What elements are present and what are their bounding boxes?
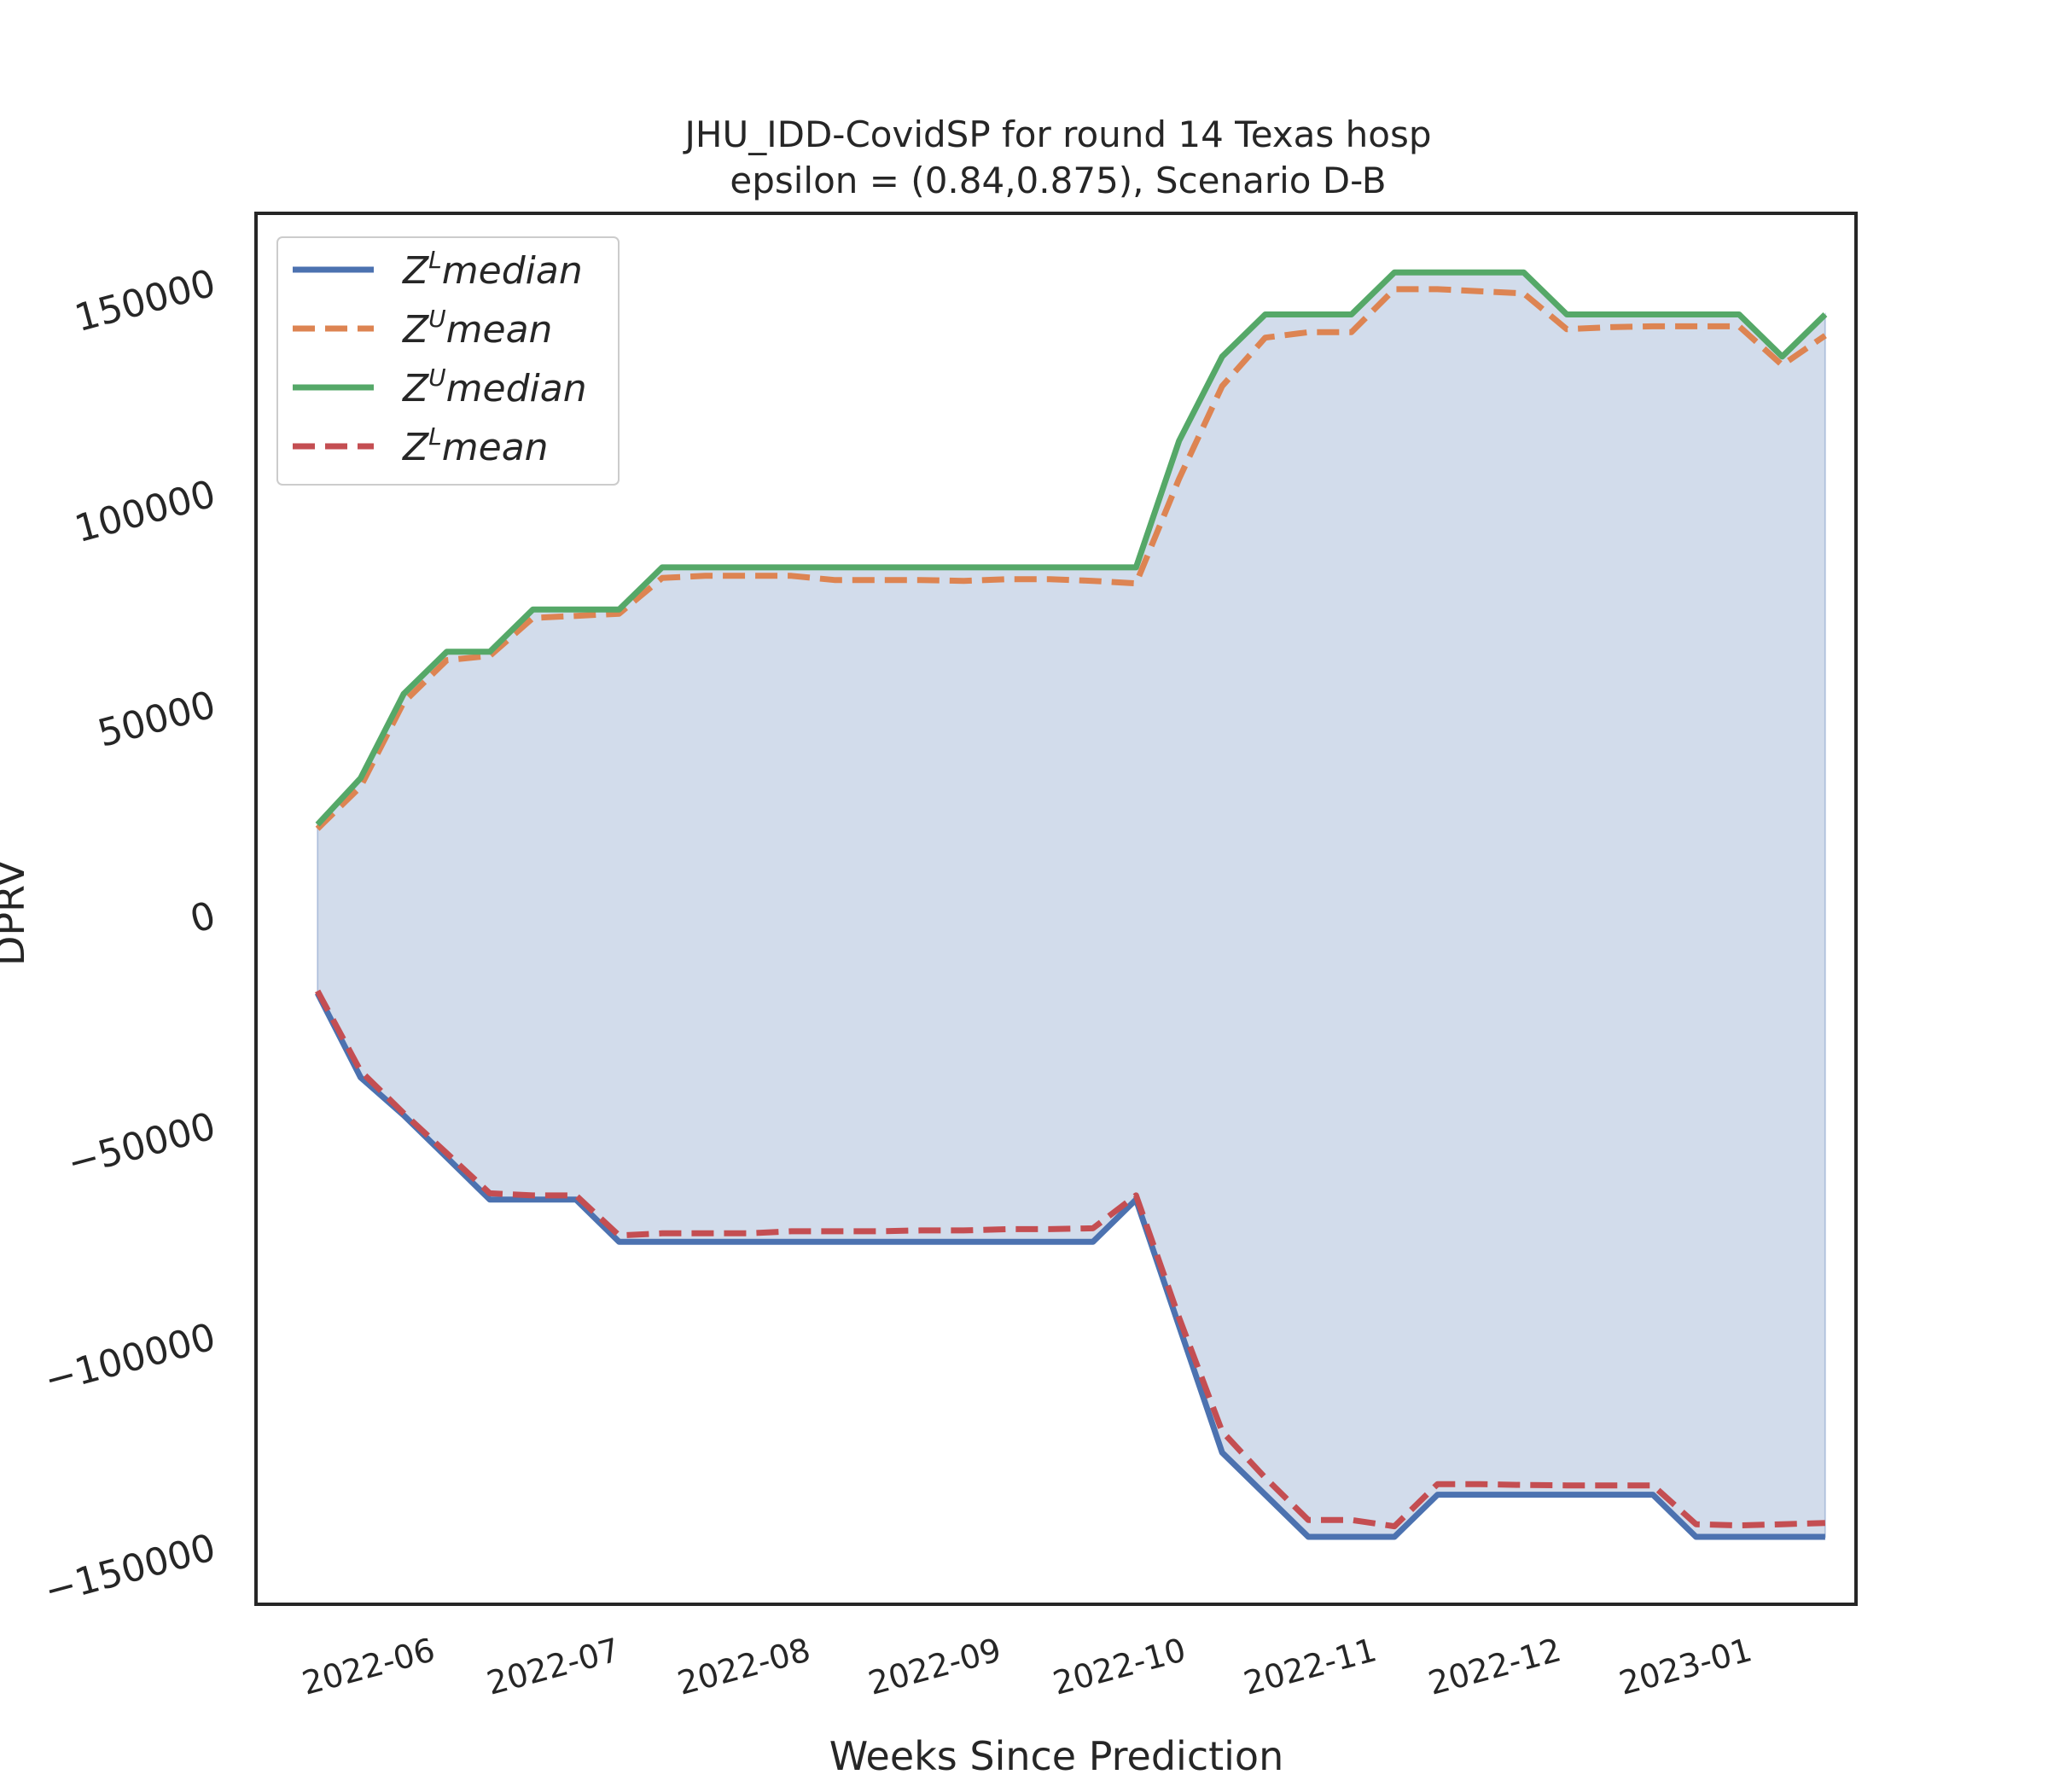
series-line-U-median bbox=[315, 269, 1828, 827]
x-tick-label: 2022-10 bbox=[1049, 1631, 1190, 1702]
legend: ZLmedian ZUmean ZUmedian ZLmean bbox=[276, 236, 620, 486]
legend-entry-label: ZLmean bbox=[402, 422, 549, 469]
y-tick-label: −150000 bbox=[40, 1526, 220, 1613]
x-tick-label: 2022-11 bbox=[1240, 1631, 1381, 1702]
axes-frame bbox=[254, 212, 1858, 1606]
y-tick-label: 50000 bbox=[93, 683, 219, 755]
y-axis-ticks: 150000 100000 50000 0 −50000 −100000 −150000 bbox=[40, 261, 220, 1613]
legend-entry-label: ZUmedian bbox=[402, 364, 587, 410]
x-tick-label: 2023-01 bbox=[1615, 1631, 1756, 1702]
x-tick-label: 2022-12 bbox=[1424, 1631, 1565, 1702]
y-tick-label: −50000 bbox=[63, 1104, 220, 1185]
y-tick-label: −100000 bbox=[40, 1315, 220, 1402]
y-tick-label: 0 bbox=[186, 893, 220, 942]
series-line-L-mean bbox=[315, 989, 1826, 1530]
x-axis-label: Weeks Since Prediction bbox=[829, 1733, 1283, 1779]
legend-box bbox=[276, 236, 620, 486]
x-tick-label: 2022-09 bbox=[864, 1631, 1005, 1702]
legend-entry-label: ZLmedian bbox=[402, 246, 583, 293]
series-line-L-median bbox=[314, 992, 1825, 1540]
x-tick-label: 2022-08 bbox=[673, 1631, 814, 1702]
x-tick-label: 2022-07 bbox=[483, 1631, 624, 1702]
y-tick-label: 100000 bbox=[70, 472, 219, 551]
y-axis-label: DPRV bbox=[0, 859, 33, 966]
legend-entry-label: ZUmean bbox=[402, 305, 552, 352]
x-axis-ticks: 2022-06 2022-07 2022-08 2022-09 2022-10 2022-… bbox=[298, 1631, 1755, 1702]
chart-title: JHU_IDD-CovidSP for round 14 Texas hosp bbox=[683, 113, 1432, 155]
chart-subtitle: epsilon = (0.84,0.875), Scenario D-B bbox=[730, 160, 1386, 201]
y-tick-label: 150000 bbox=[70, 261, 219, 340]
plot-area bbox=[314, 269, 1828, 1540]
x-tick-label: 2022-06 bbox=[298, 1631, 439, 1702]
